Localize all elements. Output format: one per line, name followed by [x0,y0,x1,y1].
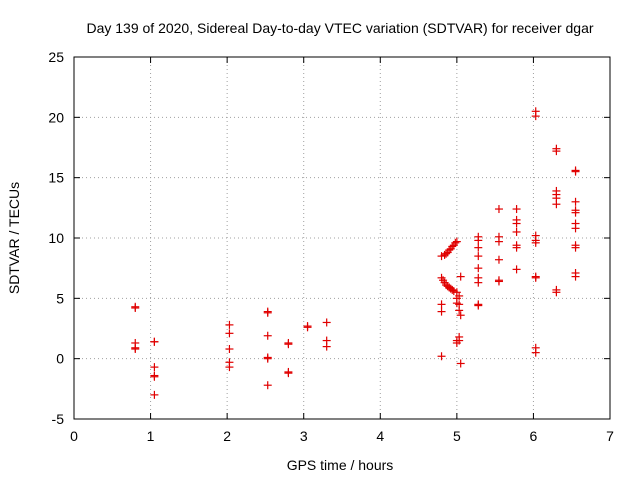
y-tick-label: 10 [48,230,64,246]
y-tick-label: 15 [48,170,64,186]
data-point [263,331,272,340]
data-point [571,224,580,233]
data-point [150,372,159,381]
data-point [322,342,331,351]
data-point [455,291,464,300]
data-point [437,352,446,361]
data-point [531,112,540,121]
data-points [131,107,580,399]
plot-frame [73,56,611,420]
data-point [474,278,483,287]
data-point [225,345,234,354]
x-tick-label: 5 [453,428,461,444]
x-tick-label: 7 [606,428,614,444]
data-point [512,227,521,236]
data-point [455,306,464,315]
data-point [225,329,234,338]
data-point [474,264,483,273]
data-point [571,243,580,252]
data-point [494,237,503,246]
data-point [263,308,272,317]
data-point [131,303,140,312]
data-point [456,359,465,368]
data-point [571,167,580,176]
data-point [263,381,272,390]
data-point [552,288,561,297]
data-point [571,208,580,217]
data-point [437,300,446,309]
data-point [225,320,234,329]
data-point [474,301,483,310]
y-tick-label: -5 [52,411,65,427]
data-point [494,205,503,214]
chart-title: Day 139 of 2020, Sidereal Day-to-day VTE… [86,20,593,36]
data-point [150,390,159,399]
y-tick-label: 20 [48,109,64,125]
data-point [494,255,503,264]
x-tick-label: 0 [70,428,78,444]
data-point [456,311,465,320]
x-tick-label: 3 [300,428,308,444]
data-point [571,197,580,206]
data-point [263,354,272,363]
data-point [512,243,521,252]
x-tick-label: 4 [376,428,384,444]
data-point [552,147,561,156]
data-point [131,345,140,354]
data-point [452,237,461,246]
data-point [474,243,483,252]
y-tick-label: 0 [56,351,64,367]
y-axis-label: SDTVAR / TECUs [6,182,22,294]
data-point [322,318,331,327]
data-point [451,238,460,247]
data-point [284,369,293,378]
y-tick-label: 5 [56,290,64,306]
data-point [531,273,540,282]
x-tick-label: 6 [530,428,538,444]
x-tick-label: 1 [147,428,155,444]
data-point [456,272,465,281]
data-point [437,307,446,316]
data-point [150,337,159,346]
data-point [552,200,561,209]
data-point [474,252,483,261]
data-point [512,205,521,214]
data-point [455,336,464,345]
data-point [150,363,159,372]
data-point [474,236,483,245]
data-point [303,323,312,332]
data-point [512,219,521,228]
data-point [571,272,580,281]
data-point [512,265,521,274]
data-point [225,363,234,372]
x-axis-label: GPS time / hours [287,457,394,473]
data-point [284,340,293,349]
data-point [448,285,457,294]
x-tick-label: 2 [223,428,231,444]
data-point [531,238,540,247]
data-point [494,277,503,286]
data-point [531,348,540,357]
y-tick-label: 25 [48,49,64,65]
tick-labels: 0 1 2 3 4 5 6 7 -5 0 5 10 15 20 25 [48,49,614,444]
